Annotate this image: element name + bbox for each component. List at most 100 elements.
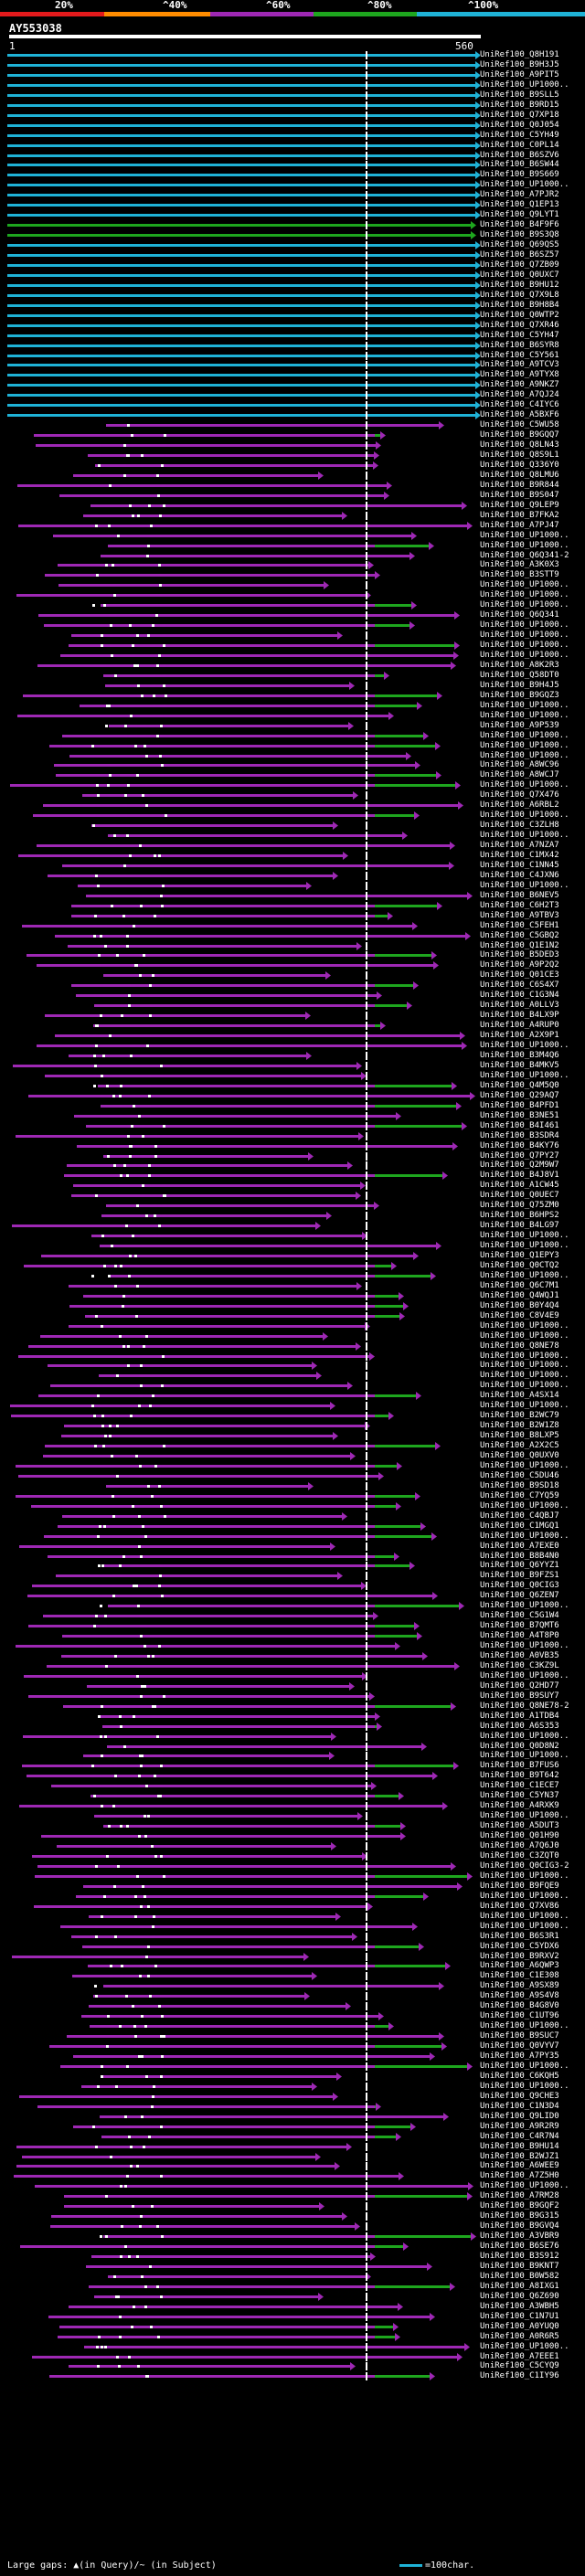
hit-track[interactable] — [60, 2062, 473, 2071]
hit-track[interactable] — [51, 1782, 377, 1790]
hit-track[interactable] — [83, 512, 367, 520]
hit-track[interactable] — [53, 532, 417, 540]
hit-label[interactable]: UniRef100_B6SW44 — [480, 160, 559, 169]
hit-label[interactable]: UniRef100_Q8S9L1 — [480, 451, 559, 460]
hit-label[interactable]: UniRef100_A4RXK9 — [480, 1801, 559, 1810]
hit-label[interactable]: UniRef100_UP1000.. — [480, 1871, 569, 1881]
hit-track[interactable] — [7, 411, 480, 419]
hit-track[interactable] — [67, 1161, 367, 1170]
hit-label[interactable]: UniRef100_Q9LEP9 — [480, 501, 559, 510]
hit-track[interactable] — [60, 1923, 418, 1931]
hit-label[interactable]: UniRef100_UP1000.. — [480, 751, 569, 760]
hit-label[interactable]: UniRef100_UP1000.. — [480, 651, 569, 660]
hit-track[interactable] — [64, 2202, 367, 2210]
hit-label[interactable]: UniRef100_B7QMT6 — [480, 1621, 559, 1630]
hit-label[interactable]: UniRef100_UP1000.. — [480, 1321, 569, 1330]
hit-track[interactable] — [16, 1132, 367, 1140]
hit-track[interactable] — [38, 1392, 421, 1400]
hit-label[interactable]: UniRef100_A9TBV3 — [480, 911, 559, 920]
hit-track[interactable] — [28, 1342, 367, 1351]
hit-track[interactable] — [68, 942, 367, 950]
hit-track[interactable] — [72, 1972, 367, 1980]
hit-label[interactable]: UniRef100_A7PJR2 — [480, 190, 559, 199]
hit-label[interactable]: UniRef100_B9RD15 — [480, 101, 559, 110]
hit-track[interactable] — [7, 381, 480, 389]
hit-label[interactable]: UniRef100_A8K2R3 — [480, 661, 559, 670]
hit-track[interactable] — [69, 641, 460, 650]
hit-label[interactable]: UniRef100_B0W582 — [480, 2272, 559, 2281]
hit-label[interactable]: UniRef100_B7FKA2 — [480, 511, 559, 520]
hit-label[interactable]: UniRef100_A5BXF6 — [480, 410, 559, 419]
hit-track[interactable] — [99, 1372, 367, 1380]
hit-track[interactable] — [87, 1682, 367, 1691]
hit-track[interactable] — [108, 542, 434, 550]
hit-track[interactable] — [28, 1622, 420, 1630]
hit-label[interactable]: UniRef100_A7PJ47 — [480, 521, 559, 530]
hit-label[interactable]: UniRef100_Q4M5Q0 — [480, 1081, 559, 1090]
hit-label[interactable]: UniRef100_UP1000.. — [480, 541, 569, 550]
hit-track[interactable] — [94, 1002, 412, 1010]
hit-track[interactable] — [64, 1171, 448, 1180]
hit-track[interactable] — [59, 2323, 399, 2331]
hit-track[interactable] — [100, 1242, 441, 1250]
hit-track[interactable] — [62, 862, 454, 870]
hit-track[interactable] — [73, 472, 367, 480]
hit-label[interactable]: UniRef100_Q7X9L8 — [480, 291, 559, 300]
hit-label[interactable]: UniRef100_B9GQF2 — [480, 2201, 559, 2210]
hit-track[interactable] — [74, 1112, 401, 1120]
hit-label[interactable]: UniRef100_B9FQE9 — [480, 1882, 559, 1891]
hit-track[interactable] — [61, 1432, 367, 1440]
hit-track[interactable] — [78, 882, 367, 890]
hit-track[interactable] — [71, 631, 367, 640]
hit-label[interactable]: UniRef100_A4SX14 — [480, 1391, 559, 1400]
hit-label[interactable]: UniRef100_UP1000.. — [480, 1532, 569, 1541]
hit-label[interactable]: UniRef100_A0VB35 — [480, 1651, 559, 1660]
hit-track[interactable] — [23, 1733, 367, 1741]
hit-track[interactable] — [23, 692, 442, 700]
hit-label[interactable]: UniRef100_UP1000.. — [480, 531, 569, 540]
hit-label[interactable]: UniRef100_B6SYR8 — [480, 341, 559, 350]
hit-track[interactable] — [48, 1553, 399, 1561]
hit-track[interactable] — [95, 461, 378, 470]
hit-label[interactable]: UniRef100_A7EEE1 — [480, 2352, 559, 2361]
hit-label[interactable]: UniRef100_A9P539 — [480, 721, 559, 730]
hit-label[interactable]: UniRef100_UP1000.. — [480, 2062, 569, 2071]
hit-track[interactable] — [76, 1892, 429, 1901]
hit-label[interactable]: UniRef100_A9TYX8 — [480, 370, 559, 379]
hit-label[interactable]: UniRef100_B9H8B4 — [480, 301, 559, 310]
hit-label[interactable]: UniRef100_UP1000.. — [480, 1071, 569, 1080]
hit-track[interactable] — [17, 712, 394, 720]
hit-label[interactable]: UniRef100_UP1000.. — [480, 1241, 569, 1250]
hit-label[interactable]: UniRef100_Q2HD77 — [480, 1681, 559, 1691]
hit-label[interactable]: UniRef100_C3ZQT0 — [480, 1851, 559, 1860]
hit-label[interactable]: UniRef100_UP1000.. — [480, 580, 569, 589]
hit-label[interactable]: UniRef100_B6SZV6 — [480, 151, 559, 160]
hit-track[interactable] — [86, 892, 473, 900]
hit-label[interactable]: UniRef100_Q8H191 — [480, 50, 559, 59]
hit-track[interactable] — [7, 91, 480, 100]
hit-label[interactable]: UniRef100_B2WC79 — [480, 1411, 559, 1420]
hit-track[interactable] — [22, 2153, 367, 2161]
hit-track[interactable] — [43, 1452, 367, 1460]
hit-label[interactable]: UniRef100_UP1000.. — [480, 1231, 569, 1240]
hit-track[interactable] — [14, 2172, 404, 2180]
hit-track[interactable] — [16, 1492, 420, 1500]
hit-label[interactable]: UniRef100_UP1000.. — [480, 1361, 569, 1370]
hit-label[interactable]: UniRef100_B9FZS1 — [480, 1571, 559, 1580]
hit-label[interactable]: UniRef100_B4PFD1 — [480, 1101, 559, 1110]
hit-track[interactable] — [34, 431, 386, 440]
hit-track[interactable] — [89, 2002, 367, 2010]
hit-label[interactable]: UniRef100_C5YDX6 — [480, 1942, 559, 1951]
hit-label[interactable]: UniRef100_C3KZ9L — [480, 1661, 559, 1670]
hit-track[interactable] — [83, 1752, 367, 1760]
hit-label[interactable]: UniRef100_C7YQ59 — [480, 1491, 559, 1500]
hit-track[interactable] — [82, 1943, 424, 1951]
hit-track[interactable] — [71, 1933, 367, 1941]
hit-track[interactable] — [7, 371, 480, 379]
hit-label[interactable]: UniRef100_Q0UXV0 — [480, 1451, 559, 1460]
hit-label[interactable]: UniRef100_Q7PY27 — [480, 1151, 559, 1161]
hit-label[interactable]: UniRef100_A5DUT3 — [480, 1821, 559, 1830]
hit-label[interactable]: UniRef100_UP1000.. — [480, 600, 569, 610]
hit-label[interactable]: UniRef100_B4F9F6 — [480, 220, 559, 229]
hit-track[interactable] — [37, 1042, 467, 1050]
